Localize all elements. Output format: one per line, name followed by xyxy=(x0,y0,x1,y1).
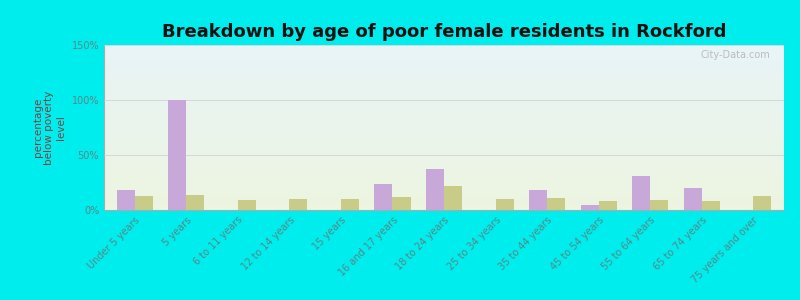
Bar xyxy=(393,197,410,210)
Y-axis label: percentage
below poverty
level: percentage below poverty level xyxy=(33,90,66,165)
Bar xyxy=(238,200,256,210)
Bar xyxy=(290,199,307,210)
Bar xyxy=(632,176,650,210)
Bar xyxy=(135,196,153,210)
Title: Breakdown by age of poor female residents in Rockford: Breakdown by age of poor female resident… xyxy=(162,23,726,41)
Bar xyxy=(444,186,462,210)
Text: City-Data.com: City-Data.com xyxy=(701,50,770,60)
Bar xyxy=(547,198,565,210)
Bar xyxy=(341,199,359,210)
Bar xyxy=(581,205,598,210)
Bar xyxy=(186,195,205,210)
Bar xyxy=(529,190,547,210)
Bar xyxy=(426,169,444,210)
Bar xyxy=(683,188,702,210)
Bar xyxy=(168,100,186,210)
Bar xyxy=(598,201,617,210)
Bar xyxy=(702,201,720,210)
Bar xyxy=(753,196,771,210)
Bar xyxy=(495,199,514,210)
Bar xyxy=(374,184,393,210)
Bar xyxy=(117,190,135,210)
Bar xyxy=(650,200,668,210)
